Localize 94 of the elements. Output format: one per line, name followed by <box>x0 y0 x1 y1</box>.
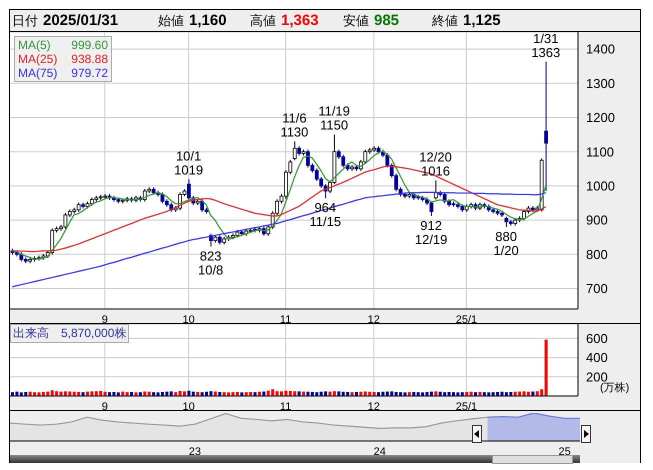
line-series <box>12 150 546 260</box>
bar <box>416 392 420 396</box>
y-tick-label: 1100 <box>586 144 614 160</box>
y-tick-label: 1000 <box>586 178 615 194</box>
x-tick-label: 24 <box>374 446 386 458</box>
candlestick <box>544 61 548 192</box>
y-tick-label: 1300 <box>586 76 615 91</box>
candlestick <box>297 146 302 156</box>
line-series <box>12 192 546 288</box>
text: MA(75) <box>18 66 58 80</box>
bar <box>244 392 248 396</box>
annotation: 979.72 <box>71 66 108 80</box>
candlestick <box>200 198 204 212</box>
bar <box>152 392 156 396</box>
bar <box>108 392 112 396</box>
bar <box>377 392 380 396</box>
text: 日付 2025/01/31 <box>12 12 118 29</box>
bar <box>492 392 495 396</box>
chart-title: 出来高 5,870,000株 <box>10 324 130 343</box>
annotation: 938.88 <box>71 52 108 66</box>
bar <box>99 391 102 396</box>
bar <box>209 391 212 396</box>
annotation: 11/6 1130 <box>280 110 308 140</box>
bar <box>143 392 146 396</box>
x-tick-label: 12 <box>368 314 380 326</box>
x-tick-label: 12 <box>368 400 380 413</box>
bar <box>192 392 195 396</box>
candlestick <box>504 216 508 228</box>
bar <box>474 392 478 396</box>
bar <box>332 391 336 396</box>
annotation: 10/1 1019 <box>174 148 204 178</box>
x-tick-label: 9 <box>102 400 108 413</box>
y-axis-title: (万株) <box>600 382 630 395</box>
bar <box>328 392 332 396</box>
bar <box>214 392 217 396</box>
text: 終値 1,125 <box>432 12 501 29</box>
x-tick-label: 10 <box>182 314 195 326</box>
candlestick <box>292 140 297 161</box>
annotation: 823 10/8 <box>198 248 224 278</box>
candlestick <box>186 178 191 200</box>
text: 高値 1,363 <box>250 12 319 29</box>
bar <box>315 392 318 396</box>
x-tick-label: 25/1 <box>456 400 478 413</box>
x-tick-label: 10 <box>182 400 195 413</box>
x-tick-label: 9 <box>102 314 108 326</box>
bar <box>302 392 306 396</box>
bar <box>386 392 389 396</box>
bar <box>536 391 539 396</box>
annotation: 912 12/19 <box>414 218 448 247</box>
y-tick-label: 800 <box>586 246 608 262</box>
y-tick-label: 1400 <box>586 42 615 57</box>
bar <box>222 392 226 396</box>
y-tick-label: 700 <box>586 281 608 296</box>
x-tick-label: 11 <box>280 400 292 413</box>
y-tick-label: 1200 <box>586 110 615 126</box>
bar <box>68 392 72 396</box>
bar <box>364 392 367 396</box>
bar <box>174 392 178 396</box>
x-tick-label: 25/1 <box>456 314 478 326</box>
bar <box>138 392 142 396</box>
bar <box>531 392 534 396</box>
text: 安値 985 <box>343 12 400 29</box>
bar <box>460 392 464 396</box>
bar <box>350 392 354 396</box>
bar <box>200 392 204 396</box>
y-tick-label: 900 <box>586 212 608 228</box>
annotation: 1/31 1363 <box>531 30 560 60</box>
x-tick-label: 23 <box>188 446 201 458</box>
x-tick-label: 25 <box>558 446 571 458</box>
annotation: 999.60 <box>71 38 108 52</box>
bar <box>82 392 85 396</box>
bar <box>262 392 266 396</box>
bar <box>288 391 292 396</box>
bar <box>121 392 124 396</box>
bar <box>443 392 446 396</box>
bar <box>254 392 257 396</box>
annotation: 11/19 1150 <box>318 104 350 133</box>
bar <box>293 391 296 396</box>
bar <box>94 391 98 396</box>
text: MA(5) <box>18 38 51 52</box>
bar <box>408 392 411 396</box>
x-tick-label: 11 <box>280 314 292 326</box>
annotation: 880 1/20 <box>493 228 519 258</box>
bar <box>430 392 433 396</box>
annotation: 12/20 1016 <box>419 149 452 178</box>
text: MA(25) <box>18 52 58 66</box>
bar <box>46 392 50 396</box>
bar <box>266 390 270 396</box>
text: 始値 1,160 <box>158 12 227 29</box>
candlestick <box>341 154 346 168</box>
y-tick-label: 400 <box>586 350 608 366</box>
y-tick-label: 600 <box>586 331 608 346</box>
bar <box>50 390 54 396</box>
candlestick <box>76 202 81 212</box>
